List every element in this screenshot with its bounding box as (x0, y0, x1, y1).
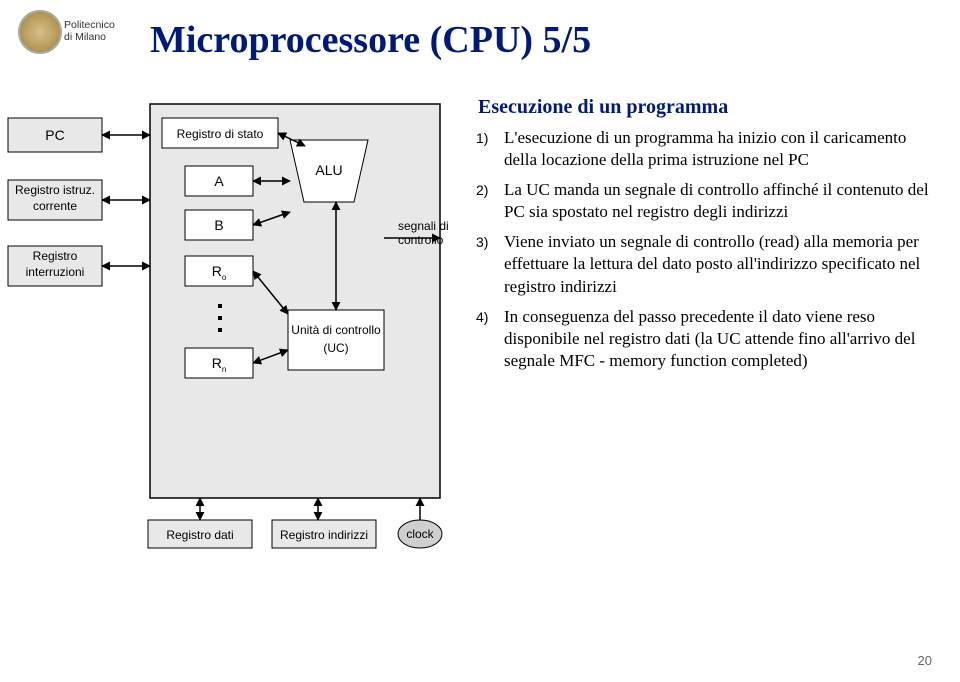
svg-text:interruzioni: interruzioni (26, 265, 85, 279)
step-text: In conseguenza del passo precedente il d… (504, 306, 932, 372)
svg-text:clock: clock (406, 527, 434, 541)
step-text: La UC manda un segnale di controllo affi… (504, 179, 932, 223)
svg-text:Unità di controllo: Unità di controllo (291, 323, 381, 337)
svg-text:segnali di: segnali di (398, 219, 449, 233)
svg-text:B: B (214, 217, 223, 233)
diagram: PC Registro istruz. corrente Registro interr… (0, 80, 470, 625)
svg-text:ALU: ALU (315, 162, 342, 178)
step-number: 1) (476, 129, 494, 147)
text-column: Esecuzione di un programma 1) L'esecuzion… (476, 96, 932, 380)
slide-title: Microprocessore (CPU) 5/5 (150, 18, 591, 62)
svg-text:Registro: Registro (33, 249, 78, 263)
step-text: L'esecuzione di un programma ha inizio c… (504, 127, 932, 171)
step-number: 2) (476, 181, 494, 199)
step-number: 4) (476, 308, 494, 326)
step-item: 4) In conseguenza del passo precedente il… (476, 306, 932, 372)
svg-text:A: A (214, 173, 224, 189)
steps-list: 1) L'esecuzione di un programma ha inizio… (476, 127, 932, 372)
step-number: 3) (476, 233, 494, 251)
svg-text:controllo: controllo (398, 233, 444, 247)
svg-text:PC: PC (45, 127, 64, 143)
step-text: Viene inviato un segnale di controllo (r… (504, 231, 932, 297)
slide-number: 20 (918, 653, 932, 668)
step-item: 1) L'esecuzione di un programma ha inizio… (476, 127, 932, 171)
svg-text:Registro dati: Registro dati (166, 528, 233, 542)
svg-text:(UC): (UC) (323, 341, 348, 355)
svg-text:Registro di stato: Registro di stato (177, 127, 264, 141)
svg-text:Registro indirizzi: Registro indirizzi (280, 528, 368, 542)
section-heading: Esecuzione di un programma (478, 96, 932, 119)
step-item: 2) La UC manda un segnale di controllo af… (476, 179, 932, 223)
step-item: 3) Viene inviato un segnale di controllo … (476, 231, 932, 297)
svg-text:Registro istruz.: Registro istruz. (15, 183, 95, 197)
logo-line2: di Milano (64, 32, 115, 44)
logo: Politecnico di Milano (18, 10, 115, 54)
seal-icon (18, 10, 62, 54)
logo-text: Politecnico di Milano (64, 20, 115, 43)
svg-text:corrente: corrente (33, 199, 77, 213)
